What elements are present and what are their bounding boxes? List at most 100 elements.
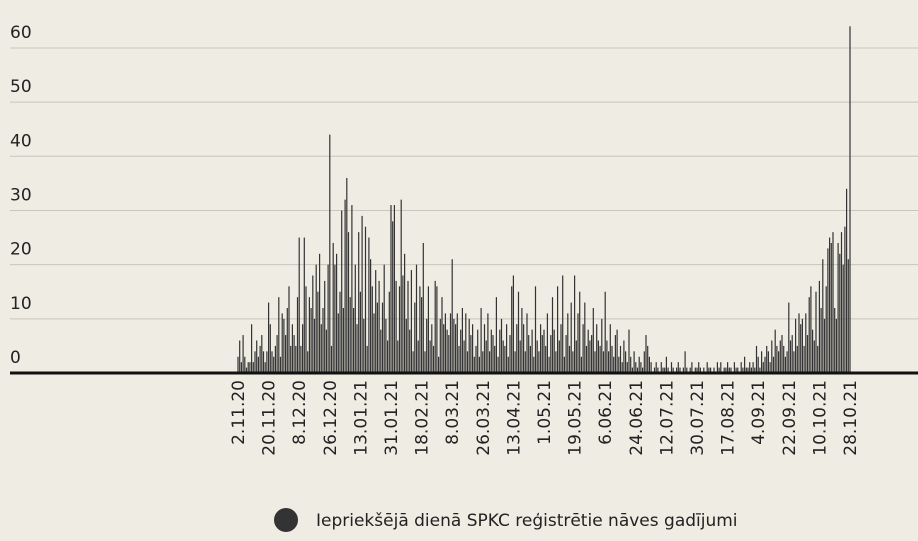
bar <box>524 351 526 373</box>
bar <box>256 340 258 373</box>
bar <box>778 351 780 373</box>
bar <box>635 362 637 373</box>
bar <box>648 356 650 373</box>
bar <box>273 356 275 373</box>
bar <box>427 286 429 373</box>
bar <box>407 280 409 373</box>
bar <box>720 362 722 373</box>
bar <box>682 367 684 373</box>
bar <box>286 307 288 373</box>
bar <box>774 329 776 373</box>
bar <box>757 356 759 373</box>
bar <box>264 362 266 373</box>
bar <box>562 275 564 373</box>
bar <box>555 351 557 373</box>
x-tick-label: 13.04.21 <box>504 380 524 456</box>
bar <box>336 253 338 373</box>
bar <box>842 264 844 373</box>
bar <box>317 291 319 373</box>
bar <box>400 199 402 373</box>
bar <box>733 362 735 373</box>
bar <box>470 335 472 373</box>
bar <box>483 324 486 373</box>
bar <box>473 356 475 373</box>
bar <box>769 362 771 373</box>
bar <box>791 335 793 373</box>
bar <box>623 340 625 373</box>
bar <box>533 356 535 373</box>
bar <box>574 275 576 373</box>
bar <box>766 345 768 373</box>
bar <box>375 270 377 373</box>
bar <box>805 313 807 373</box>
bar <box>490 329 492 373</box>
bar <box>419 286 421 373</box>
bar <box>613 356 615 373</box>
bar <box>679 367 681 373</box>
bar <box>432 345 435 373</box>
bar <box>543 329 545 373</box>
bar <box>558 340 560 373</box>
bar <box>718 367 720 373</box>
bar <box>371 286 373 373</box>
bar <box>618 356 620 373</box>
bar <box>404 253 406 373</box>
bar <box>502 340 504 373</box>
bar <box>383 264 385 373</box>
bar <box>789 340 792 373</box>
bar <box>329 134 331 373</box>
bar <box>244 356 246 373</box>
bar <box>458 345 460 373</box>
bar <box>302 324 304 373</box>
bar <box>597 340 599 373</box>
bar <box>546 313 548 373</box>
bar <box>330 345 333 373</box>
bar <box>322 307 324 373</box>
bar <box>609 324 611 373</box>
bar <box>523 324 525 373</box>
bar <box>276 335 278 373</box>
bar <box>686 367 688 373</box>
bar <box>290 345 292 373</box>
bar <box>354 264 356 373</box>
bar <box>761 351 763 373</box>
bar <box>405 318 407 373</box>
bar <box>725 367 727 373</box>
bar <box>478 356 480 373</box>
bar <box>361 215 363 373</box>
bar <box>589 340 591 373</box>
x-tick-label: 12.07.21 <box>657 380 677 456</box>
bar <box>584 302 586 373</box>
x-tick-label: 4.09.21 <box>749 380 769 445</box>
bar <box>730 367 732 373</box>
bar <box>795 318 797 373</box>
bar <box>249 362 251 373</box>
bar <box>747 367 749 373</box>
bar <box>395 280 397 373</box>
bar <box>439 318 441 373</box>
bar <box>312 275 314 373</box>
bar <box>392 221 394 373</box>
bar <box>239 340 241 373</box>
bar <box>752 362 754 373</box>
bar <box>840 232 843 373</box>
bar <box>489 351 491 373</box>
bar <box>706 362 708 373</box>
bar <box>254 351 256 373</box>
x-tick-label: 19.05.21 <box>566 380 586 456</box>
bar <box>815 291 817 373</box>
bar <box>645 335 647 373</box>
bar <box>409 329 411 373</box>
bar <box>342 307 344 373</box>
x-tick-label: 8.12.20 <box>290 380 310 445</box>
bar <box>295 345 297 373</box>
legend-label: Iepriekšējā dienā SPKC reģistrētie nāves… <box>316 511 738 531</box>
bar <box>426 318 428 373</box>
bar <box>665 356 667 373</box>
bar <box>519 340 521 373</box>
bar <box>240 362 242 373</box>
bar <box>281 313 283 373</box>
bar <box>829 237 831 373</box>
bar <box>397 340 399 373</box>
bar <box>278 297 280 373</box>
